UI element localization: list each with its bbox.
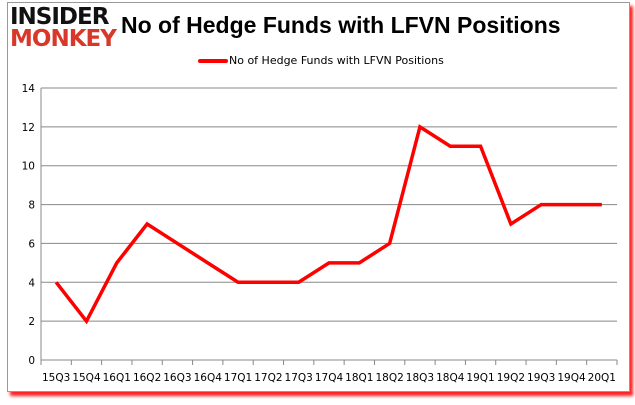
- x-tick-label: 19Q3: [527, 372, 555, 384]
- logo-line1: INSIDER: [10, 4, 109, 30]
- x-tick-label: 19Q1: [466, 372, 494, 384]
- legend: No of Hedge Funds with LFVN Positions: [198, 54, 444, 67]
- legend-swatch: [198, 58, 228, 63]
- x-tick-label: 16Q3: [163, 372, 191, 384]
- y-tick-label: 2: [28, 316, 35, 328]
- x-tick-label: 19Q2: [497, 372, 525, 384]
- x-tick-label: 17Q1: [224, 372, 252, 384]
- chart-frame: [7, 2, 630, 392]
- chart-title: No of Hedge Funds with LFVN Positions: [121, 12, 561, 38]
- x-tick-label: 18Q3: [406, 372, 434, 384]
- x-tick-label: 17Q2: [254, 372, 282, 384]
- x-tick-label: 15Q3: [42, 372, 70, 384]
- x-tick-label: 17Q4: [315, 372, 344, 384]
- y-tick-label: 10: [22, 161, 35, 173]
- legend-label: No of Hedge Funds with LFVN Positions: [229, 54, 444, 67]
- y-tick-label: 8: [28, 200, 35, 212]
- x-tick-label: 16Q2: [133, 372, 161, 384]
- y-tick-label: 0: [28, 355, 35, 367]
- x-tick-label: 17Q3: [285, 372, 313, 384]
- y-tick-label: 4: [28, 277, 35, 289]
- x-tick-label: 18Q4: [436, 372, 465, 384]
- x-tick-label: 20Q1: [588, 372, 616, 384]
- y-tick-label: 12: [22, 122, 35, 134]
- y-tick-label: 6: [28, 238, 35, 250]
- x-tick-label: 19Q4: [557, 372, 586, 384]
- series-line: [54, 124, 602, 325]
- x-tick-label: 16Q1: [103, 372, 131, 384]
- x-tick-label: 15Q4: [72, 372, 101, 384]
- x-tick-label: 16Q4: [194, 372, 223, 384]
- insider-monkey-logo: INSIDER MONKEY: [10, 4, 117, 52]
- logo-line2: MONKEY: [10, 26, 117, 52]
- y-tick-label: 14: [22, 83, 36, 95]
- x-tick-label: 18Q2: [375, 372, 403, 384]
- x-tick-label: 18Q1: [345, 372, 373, 384]
